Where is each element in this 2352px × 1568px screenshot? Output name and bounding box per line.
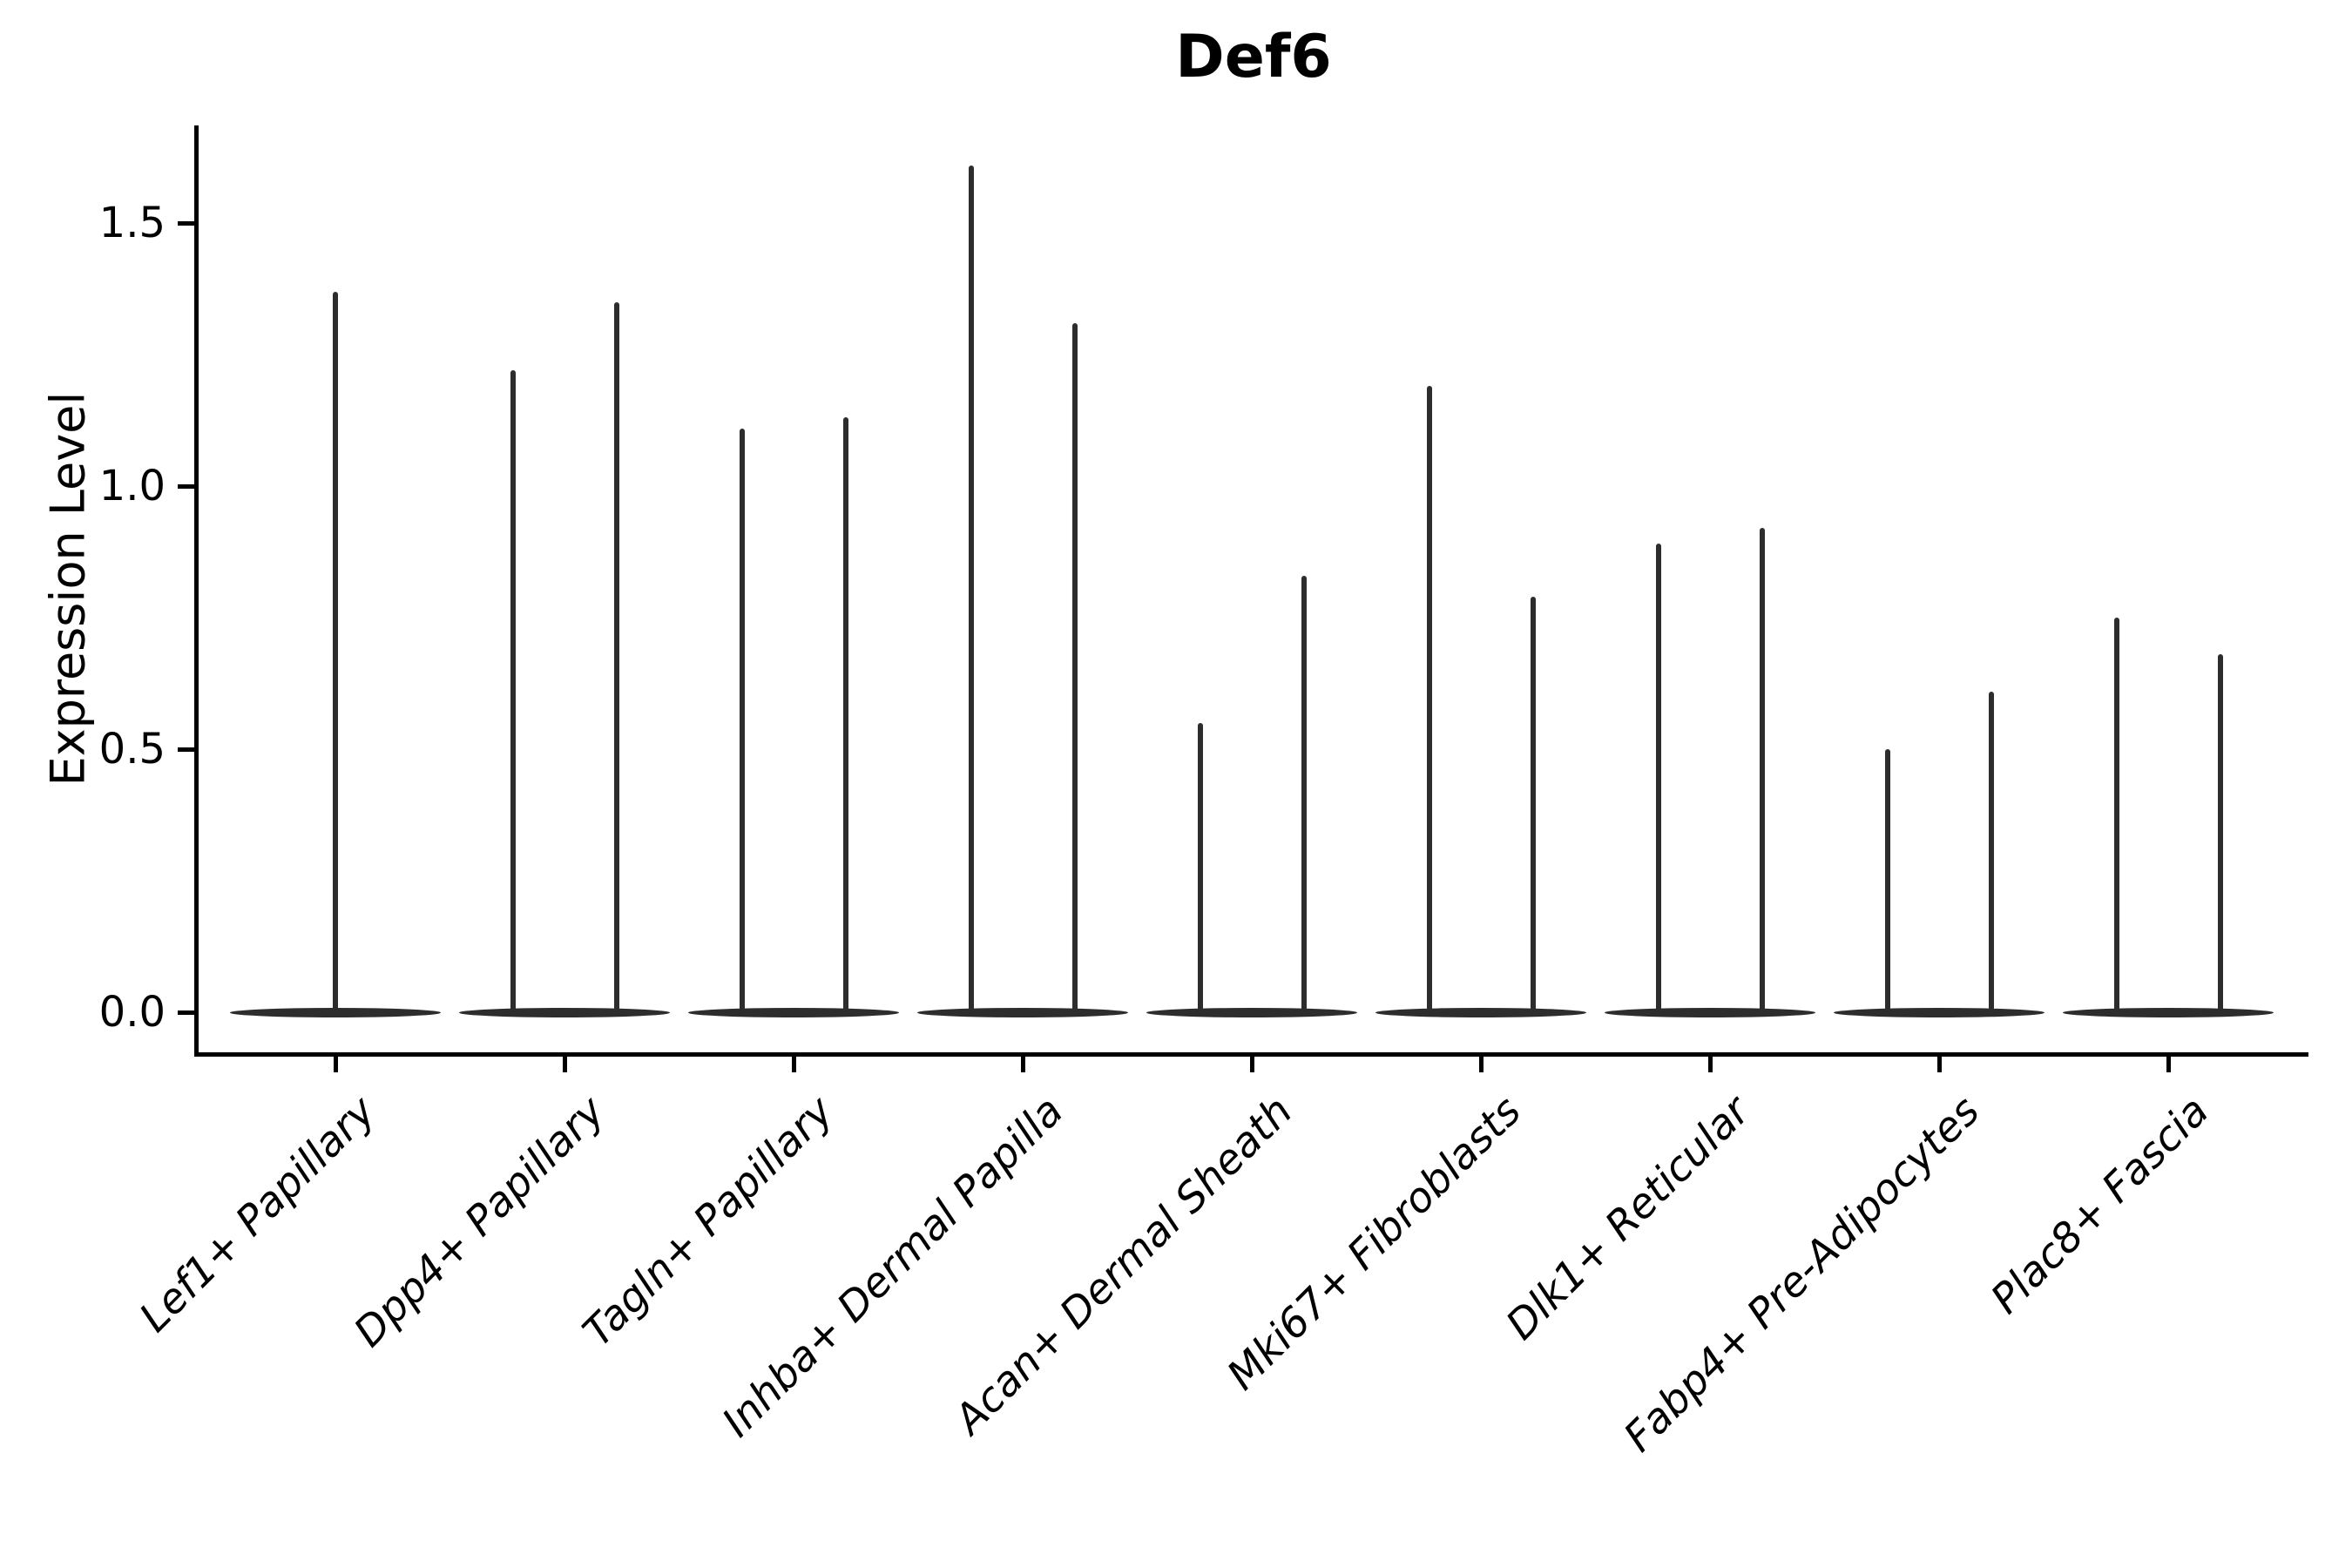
violin-spike (1759, 528, 1765, 1014)
chart-title: Def6 (1175, 23, 1332, 91)
violin-base (688, 1007, 899, 1017)
y-tick-label: 1.5 (98, 199, 166, 247)
x-tick-label-dpp4-papillary: Dpp4+ Papillary (344, 1087, 614, 1357)
x-tick-mark (1478, 1057, 1484, 1072)
x-axis-spine (194, 1052, 2308, 1057)
y-tick-mark (178, 483, 194, 489)
x-tick-mark (1020, 1057, 1025, 1072)
x-tick-mark (1249, 1057, 1254, 1072)
y-tick-mark (178, 1010, 194, 1015)
violin-base (1605, 1007, 1815, 1017)
violin-base (1834, 1007, 2044, 1017)
violin-spike (1884, 749, 1890, 1014)
x-tick-mark (791, 1057, 796, 1072)
violin-spike (333, 291, 338, 1014)
violin-base (459, 1007, 670, 1017)
x-tick-label-dlk1-reticular: Dlk1+ Reticular (1497, 1087, 1760, 1349)
violin-spike (1071, 322, 1078, 1014)
violin-spike (1197, 722, 1203, 1014)
x-tick-label-tagln-papillary: Tagln+ Papillary (574, 1087, 843, 1356)
y-tick-label: 0.0 (98, 988, 166, 1037)
violin-spike (1655, 544, 1661, 1014)
violin-spike (739, 428, 745, 1014)
violin-base (917, 1007, 1128, 1017)
violin-spike (1988, 691, 1994, 1014)
violin-base (1375, 1007, 1586, 1017)
x-tick-mark (1936, 1057, 1942, 1072)
x-tick-label-plac8-fascia: Plac8+ Fascia (1981, 1087, 2218, 1324)
y-axis-spine (194, 125, 199, 1057)
violin-spike (1426, 386, 1432, 1014)
x-tick-mark (1707, 1057, 1713, 1072)
y-tick-mark (178, 747, 194, 752)
y-tick-mark (178, 220, 194, 226)
x-tick-label-lef1-papillary: Lef1+ Papillary (130, 1087, 385, 1342)
x-tick-mark (2166, 1057, 2171, 1072)
violin-base (2063, 1007, 2274, 1017)
violin-base (1146, 1007, 1357, 1017)
violin-spike (2113, 618, 2119, 1014)
violin-spike (510, 370, 516, 1014)
violin-spike (842, 417, 848, 1014)
violin-spike (968, 165, 974, 1014)
x-tick-mark (562, 1057, 567, 1072)
x-tick-mark (333, 1057, 338, 1072)
violin-spike (2217, 654, 2223, 1014)
y-tick-label: 1.0 (98, 462, 166, 510)
violin-spike (1530, 596, 1536, 1014)
y-tick-label: 0.5 (98, 725, 166, 774)
violin-spike (1301, 575, 1307, 1014)
violin-spike (613, 301, 619, 1014)
